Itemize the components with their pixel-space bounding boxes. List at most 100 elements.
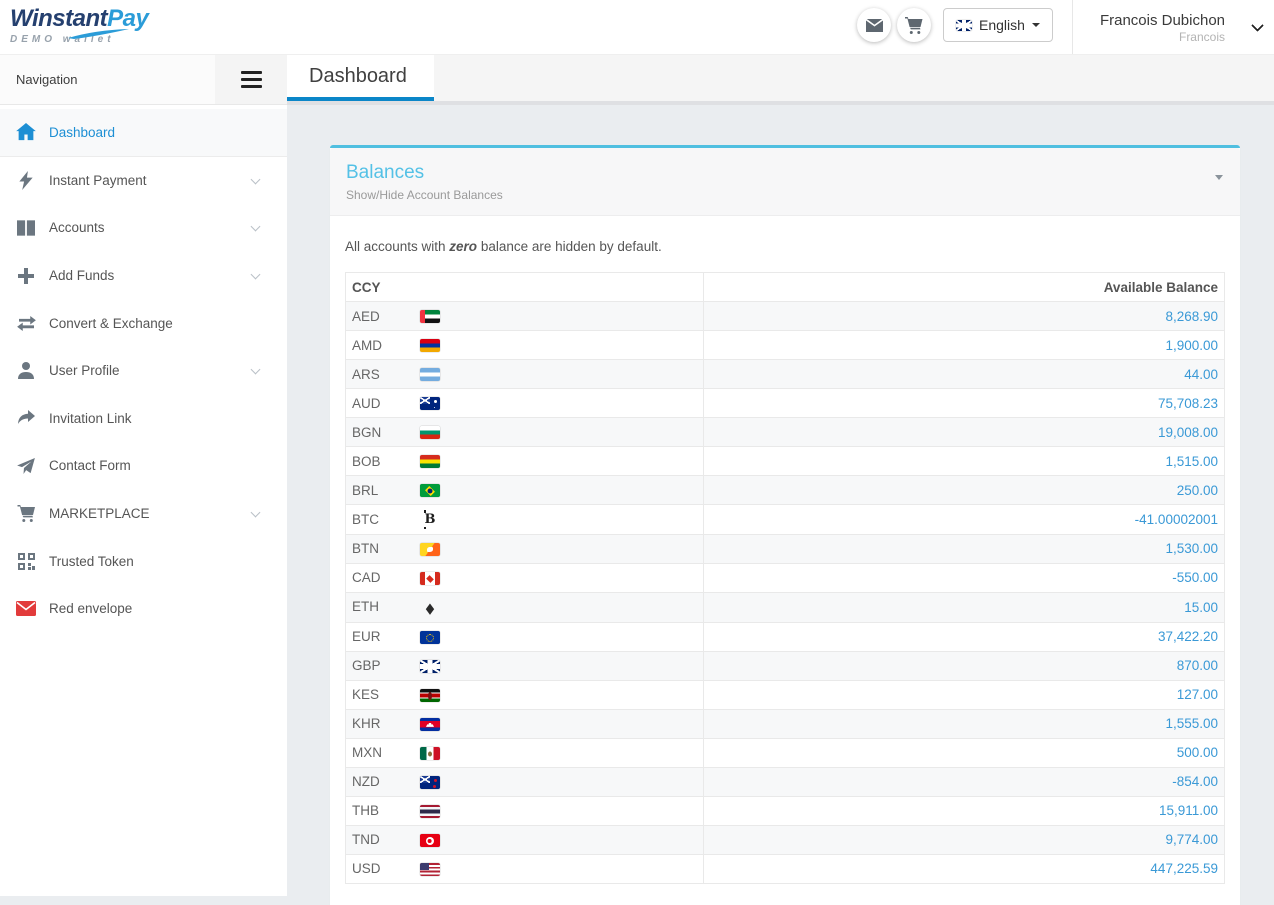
sidebar-item-add-funds[interactable]: Add Funds <box>0 252 287 300</box>
language-selector[interactable]: English <box>943 8 1053 42</box>
sidebar-item-contact-form[interactable]: Contact Form <box>0 442 287 490</box>
available-balance-value[interactable]: 9,774.00 <box>1165 832 1218 847</box>
balances-table: CCY Available Balance AED 8,268.90 AMD 1… <box>345 272 1225 884</box>
table-row: KHR 1,555.00 <box>346 709 1225 738</box>
bt-flag-icon <box>420 543 440 556</box>
sidebar-item-marketplace[interactable]: MARKETPLACE <box>0 490 287 538</box>
am-flag-icon <box>420 339 440 352</box>
available-balance-value[interactable]: 500.00 <box>1177 745 1218 760</box>
sidebar-item-trusted-token[interactable]: Trusted Token <box>0 537 287 585</box>
cart-icon <box>16 504 36 524</box>
available-balance-value[interactable]: 37,422.20 <box>1158 629 1218 644</box>
available-balance-value[interactable]: 15,911.00 <box>1159 803 1218 818</box>
sidebar-toggle-button[interactable] <box>215 55 287 105</box>
sidebar-item-invitation-link[interactable]: Invitation Link <box>0 395 287 443</box>
logo-brand-primary: Winstant <box>10 5 107 32</box>
available-balance-value[interactable]: -854.00 <box>1172 774 1218 789</box>
available-balance-value[interactable]: 1,515.00 <box>1165 454 1218 469</box>
table-row: THB 15,911.00 <box>346 796 1225 825</box>
currency-code: MXN <box>352 745 420 760</box>
chevron-down-icon[interactable] <box>1251 19 1264 32</box>
mx-flag-icon <box>420 747 440 760</box>
currency-code: AED <box>352 309 420 324</box>
header-divider <box>1072 0 1073 54</box>
available-balance-value[interactable]: 250.00 <box>1177 483 1218 498</box>
sidebar-item-label: Convert & Exchange <box>49 316 173 331</box>
currency-code: KHR <box>352 716 420 731</box>
currency-code: ETH <box>352 599 420 614</box>
user-icon <box>16 361 36 381</box>
table-row: USD 447,225.59 <box>346 854 1225 883</box>
collapse-caret-icon[interactable] <box>1215 175 1223 180</box>
sidebar-item-convert-exchange[interactable]: Convert & Exchange <box>0 299 287 347</box>
available-balance-value[interactable]: 19,008.00 <box>1158 425 1218 440</box>
sidebar-item-red-envelope[interactable]: Red envelope <box>0 585 287 633</box>
table-row: GBP 870.00 <box>346 651 1225 680</box>
au-flag-icon <box>420 397 440 410</box>
chevron-down-icon <box>251 269 261 279</box>
sidebar-item-label: Accounts <box>49 220 105 235</box>
table-row: BRL 250.00 <box>346 476 1225 505</box>
balances-panel-header[interactable]: Balances Show/Hide Account Balances <box>330 148 1240 216</box>
table-row: KES 127.00 <box>346 680 1225 709</box>
tn-flag-icon <box>420 834 440 847</box>
sidebar-item-dashboard[interactable]: Dashboard <box>0 109 287 157</box>
messages-button[interactable] <box>857 8 891 42</box>
currency-code: BGN <box>352 425 420 440</box>
currency-code: EUR <box>352 629 420 644</box>
available-balance-value[interactable]: 8,268.90 <box>1165 309 1218 324</box>
sidebar-item-accounts[interactable]: Accounts <box>0 204 287 252</box>
uk-flag-icon <box>956 20 972 31</box>
sidebar-item-label: MARKETPLACE <box>49 506 150 521</box>
available-balance-value[interactable]: 15.00 <box>1184 600 1218 615</box>
balances-panel-body: All accounts with zero balance are hidde… <box>330 216 1240 899</box>
currency-code: TND <box>352 832 420 847</box>
navigation-title: Navigation <box>16 72 77 87</box>
tab-bar: Dashboard <box>287 55 1274 105</box>
currency-code: CAD <box>352 570 420 585</box>
available-balance-value[interactable]: 1,530.00 <box>1165 541 1218 556</box>
cart-button[interactable] <box>897 8 931 42</box>
available-balance-value[interactable]: 1,555.00 <box>1165 716 1218 731</box>
nz-flag-icon <box>420 776 440 789</box>
available-balance-value[interactable]: 1,900.00 <box>1165 338 1218 353</box>
us-flag-icon <box>420 863 440 876</box>
tab-dashboard[interactable]: Dashboard <box>287 55 434 101</box>
available-balance-value[interactable]: 75,708.23 <box>1158 396 1218 411</box>
available-balance-value[interactable]: 447,225.59 <box>1150 861 1218 876</box>
columns-icon <box>16 218 36 238</box>
available-balance-value[interactable]: 127.00 <box>1177 687 1218 702</box>
red-envelope-icon <box>16 599 36 619</box>
user-subtitle: Francois <box>1100 30 1225 44</box>
currency-code: THB <box>352 803 420 818</box>
available-balance-value[interactable]: 44.00 <box>1184 367 1218 382</box>
top-header: WinstantPay DEMO wallet English Francois… <box>0 0 1274 55</box>
sidebar-item-instant-payment[interactable]: Instant Payment <box>0 157 287 205</box>
ca-flag-icon <box>420 572 440 585</box>
ke-flag-icon <box>420 689 440 702</box>
bitcoin-icon: B <box>420 512 440 527</box>
share-icon <box>16 408 36 428</box>
user-menu[interactable]: Francois Dubichon Francois <box>1100 12 1225 44</box>
available-balance-value[interactable]: 870.00 <box>1177 658 1218 673</box>
bg-flag-icon <box>420 426 440 439</box>
table-row: BOB 1,515.00 <box>346 447 1225 476</box>
cart-icon <box>905 17 923 34</box>
available-balance-value[interactable]: -41.00002001 <box>1135 512 1218 527</box>
gb-flag-icon <box>420 660 440 673</box>
currency-code: BTC <box>352 512 420 527</box>
currency-code: KES <box>352 687 420 702</box>
sidebar-item-label: Trusted Token <box>49 554 134 569</box>
available-balance-value[interactable]: -550.00 <box>1172 570 1218 585</box>
table-row: EUR 37,422.20 <box>346 622 1225 651</box>
sidebar-item-label: Red envelope <box>49 601 132 616</box>
language-label: English <box>979 17 1025 33</box>
tab-label: Dashboard <box>309 65 407 88</box>
sidebar-item-label: Invitation Link <box>49 411 132 426</box>
app-logo[interactable]: WinstantPay DEMO wallet <box>10 7 148 45</box>
sidebar-item-user-profile[interactable]: User Profile <box>0 347 287 395</box>
table-row: BGN 19,008.00 <box>346 418 1225 447</box>
currency-code: NZD <box>352 774 420 789</box>
exchange-icon <box>16 313 36 333</box>
